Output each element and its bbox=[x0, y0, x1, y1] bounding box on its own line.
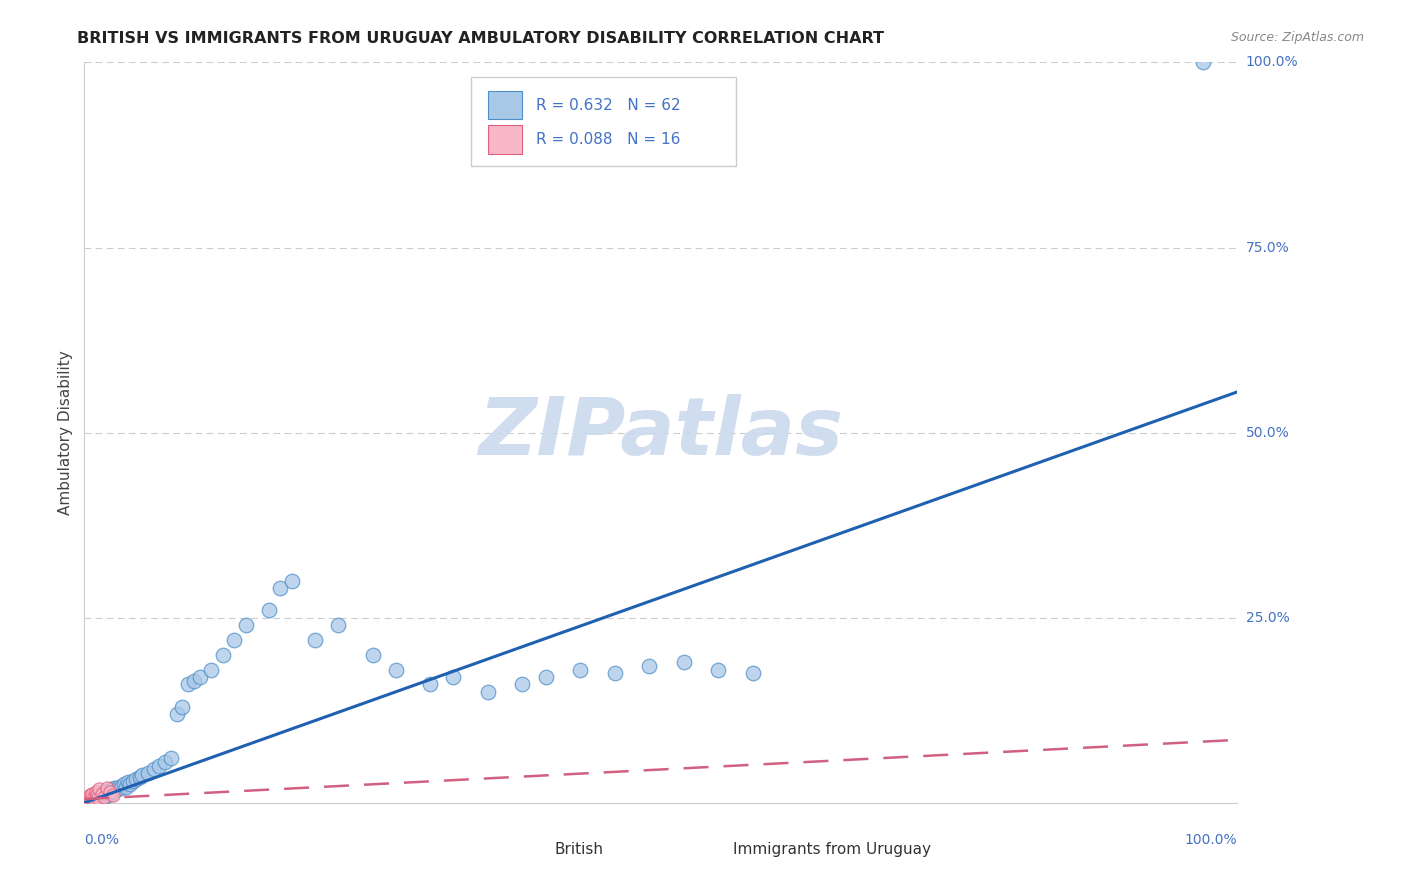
Point bbox=[89, 782, 111, 797]
Point bbox=[121, 773, 143, 788]
Point bbox=[257, 603, 280, 617]
Text: R = 0.632   N = 62: R = 0.632 N = 62 bbox=[536, 98, 681, 113]
Point bbox=[96, 784, 118, 798]
Point bbox=[86, 789, 108, 803]
Point bbox=[84, 785, 107, 799]
Point bbox=[120, 777, 142, 791]
Point bbox=[103, 785, 124, 799]
Point bbox=[89, 790, 111, 805]
Point bbox=[638, 658, 661, 673]
Point bbox=[128, 770, 150, 784]
Point bbox=[108, 780, 131, 794]
Point bbox=[142, 763, 165, 777]
Point bbox=[96, 789, 118, 804]
Point bbox=[87, 791, 110, 805]
Point bbox=[91, 785, 114, 799]
Point bbox=[136, 766, 159, 780]
Point bbox=[569, 663, 592, 677]
Point bbox=[83, 793, 105, 807]
Point bbox=[103, 789, 124, 803]
Bar bbox=[702, 840, 727, 858]
Point bbox=[98, 785, 121, 799]
Point bbox=[89, 786, 111, 800]
Text: Source: ZipAtlas.com: Source: ZipAtlas.com bbox=[1230, 31, 1364, 45]
Text: 100.0%: 100.0% bbox=[1246, 55, 1298, 70]
Point bbox=[166, 706, 188, 721]
Point bbox=[101, 782, 124, 797]
Point bbox=[200, 663, 222, 677]
Point bbox=[96, 780, 118, 795]
Text: BRITISH VS IMMIGRANTS FROM URUGUAY AMBULATORY DISABILITY CORRELATION CHART: BRITISH VS IMMIGRANTS FROM URUGUAY AMBUL… bbox=[77, 31, 884, 46]
Point bbox=[419, 677, 441, 691]
Point bbox=[131, 767, 153, 781]
Point bbox=[361, 648, 384, 662]
Point bbox=[110, 780, 132, 795]
Point bbox=[90, 787, 112, 801]
Text: 0.0%: 0.0% bbox=[84, 833, 120, 847]
Bar bbox=[488, 126, 523, 153]
Point bbox=[76, 792, 98, 806]
Point bbox=[603, 666, 626, 681]
Point bbox=[707, 663, 730, 677]
Bar bbox=[488, 91, 523, 120]
Point bbox=[83, 793, 105, 807]
Point bbox=[83, 789, 105, 804]
FancyBboxPatch shape bbox=[471, 78, 735, 166]
Point bbox=[112, 777, 135, 791]
Point bbox=[188, 670, 211, 684]
Bar bbox=[523, 840, 548, 858]
Text: 100.0%: 100.0% bbox=[1185, 833, 1237, 847]
Point bbox=[160, 751, 183, 765]
Point bbox=[172, 699, 194, 714]
Point bbox=[117, 775, 139, 789]
Point bbox=[86, 791, 108, 805]
Point bbox=[183, 673, 205, 688]
Point bbox=[281, 574, 304, 588]
Text: 25.0%: 25.0% bbox=[1246, 611, 1289, 624]
Point bbox=[98, 787, 121, 801]
Text: R = 0.088   N = 16: R = 0.088 N = 16 bbox=[536, 132, 681, 147]
Point bbox=[534, 670, 557, 684]
Point bbox=[77, 789, 100, 804]
Point bbox=[384, 663, 406, 677]
Point bbox=[105, 782, 128, 797]
Text: 50.0%: 50.0% bbox=[1246, 425, 1289, 440]
Point bbox=[103, 780, 125, 795]
Point bbox=[177, 677, 200, 691]
Point bbox=[512, 677, 534, 691]
Point bbox=[148, 758, 170, 772]
Point bbox=[93, 789, 115, 804]
Point bbox=[153, 755, 176, 769]
Point bbox=[79, 789, 101, 803]
Point bbox=[1191, 55, 1213, 70]
Point bbox=[90, 789, 112, 804]
Point bbox=[80, 791, 103, 805]
Text: 75.0%: 75.0% bbox=[1246, 241, 1289, 254]
Point bbox=[441, 670, 464, 684]
Point bbox=[87, 787, 110, 801]
Point bbox=[224, 632, 246, 647]
Point bbox=[83, 789, 105, 804]
Point bbox=[84, 789, 107, 803]
Point bbox=[82, 787, 104, 801]
Point bbox=[93, 789, 115, 803]
Point bbox=[304, 632, 326, 647]
Point bbox=[125, 772, 148, 786]
Point bbox=[94, 785, 117, 799]
Y-axis label: Ambulatory Disability: Ambulatory Disability bbox=[58, 351, 73, 515]
Point bbox=[672, 655, 695, 669]
Text: ZIPatlas: ZIPatlas bbox=[478, 393, 844, 472]
Point bbox=[211, 648, 233, 662]
Text: Immigrants from Uruguay: Immigrants from Uruguay bbox=[734, 842, 931, 857]
Point bbox=[115, 780, 138, 794]
Text: British: British bbox=[555, 842, 603, 857]
Point bbox=[269, 581, 291, 595]
Point bbox=[326, 618, 349, 632]
Point bbox=[477, 685, 499, 699]
Point bbox=[80, 792, 103, 806]
Point bbox=[235, 618, 257, 632]
Point bbox=[742, 666, 765, 681]
